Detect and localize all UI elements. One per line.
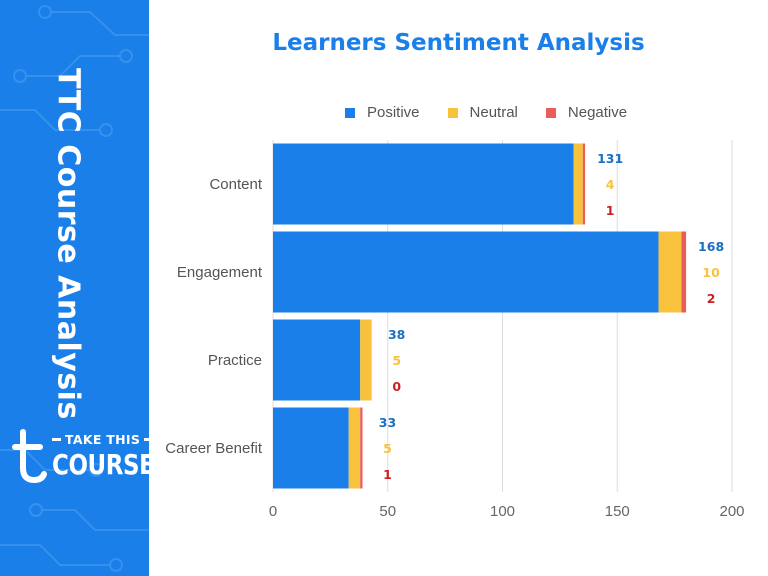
bar-career-benefit-neutral <box>348 407 361 489</box>
circuit-pattern-decoration <box>0 5 149 572</box>
legend-label-negative: Negative <box>567 104 628 121</box>
category-label-content: Content <box>209 176 262 193</box>
sidebar: TTC Course Analysis TAKE THIS COURSE <box>0 0 149 576</box>
chart-legend: Positive Neutral Negative <box>345 104 655 121</box>
legend-swatch-negative <box>545 107 556 118</box>
category-label-career-benefit: Career Benefit <box>165 440 263 457</box>
bar-content-neutral <box>573 143 583 225</box>
x-tick-label-100: 100 <box>490 503 515 520</box>
logo-wordmark: COURSE <box>52 448 149 481</box>
bar-engagement-neutral <box>658 231 682 313</box>
x-tick-label-50: 50 <box>379 503 396 520</box>
x-tick-label-0: 0 <box>269 503 277 520</box>
logo-t-icon <box>12 429 47 484</box>
data-label-practice-positive: 38 <box>388 327 405 342</box>
vertical-title: TTC Course Analysis <box>50 68 86 420</box>
bar-practice-positive <box>273 319 361 401</box>
data-label-engagement-negative: 2 <box>707 291 716 306</box>
data-label-practice-negative: 0 <box>392 379 401 394</box>
data-label-content-positive: 131 <box>597 151 623 166</box>
data-label-career-benefit-negative: 1 <box>383 467 392 482</box>
bar-engagement-positive <box>273 231 659 313</box>
category-label-engagement: Engagement <box>177 264 263 281</box>
data-label-engagement-neutral: 10 <box>702 265 720 280</box>
legend-label-positive: Positive <box>367 104 420 121</box>
legend-label-neutral: Neutral <box>469 104 518 121</box>
data-label-career-benefit-neutral: 5 <box>383 441 392 456</box>
bar-career-benefit-negative <box>360 407 363 489</box>
legend-item-neutral: Neutral <box>447 104 518 121</box>
data-label-content-negative: 1 <box>606 203 615 218</box>
x-tick-label-200: 200 <box>719 503 744 520</box>
legend-swatch-positive <box>345 107 355 118</box>
data-label-career-benefit-positive: 33 <box>379 415 396 430</box>
legend-swatch-neutral <box>447 107 458 118</box>
bar-chart: 0 50 100 150 200Content13141Engagement168102… <box>165 140 745 520</box>
data-label-engagement-positive: 168 <box>698 239 724 254</box>
bar-content-negative <box>582 143 586 225</box>
bar-practice-neutral <box>360 319 372 401</box>
legend-item-negative: Negative <box>545 104 628 121</box>
legend-item-positive: Positive <box>345 104 420 121</box>
data-label-content-neutral: 4 <box>606 177 615 192</box>
x-tick-label-150: 150 <box>605 503 630 520</box>
take-this-course-logo: TAKE THIS COURSE <box>12 428 149 488</box>
category-label-practice: Practice <box>208 352 262 369</box>
bar-career-benefit-positive <box>273 407 349 489</box>
bar-engagement-negative <box>681 231 687 313</box>
bar-content-positive <box>273 143 574 225</box>
data-label-practice-neutral: 5 <box>392 353 401 368</box>
logo-tagline: TAKE THIS <box>65 432 141 447</box>
chart-title: Learners Sentiment Analysis <box>272 30 645 56</box>
